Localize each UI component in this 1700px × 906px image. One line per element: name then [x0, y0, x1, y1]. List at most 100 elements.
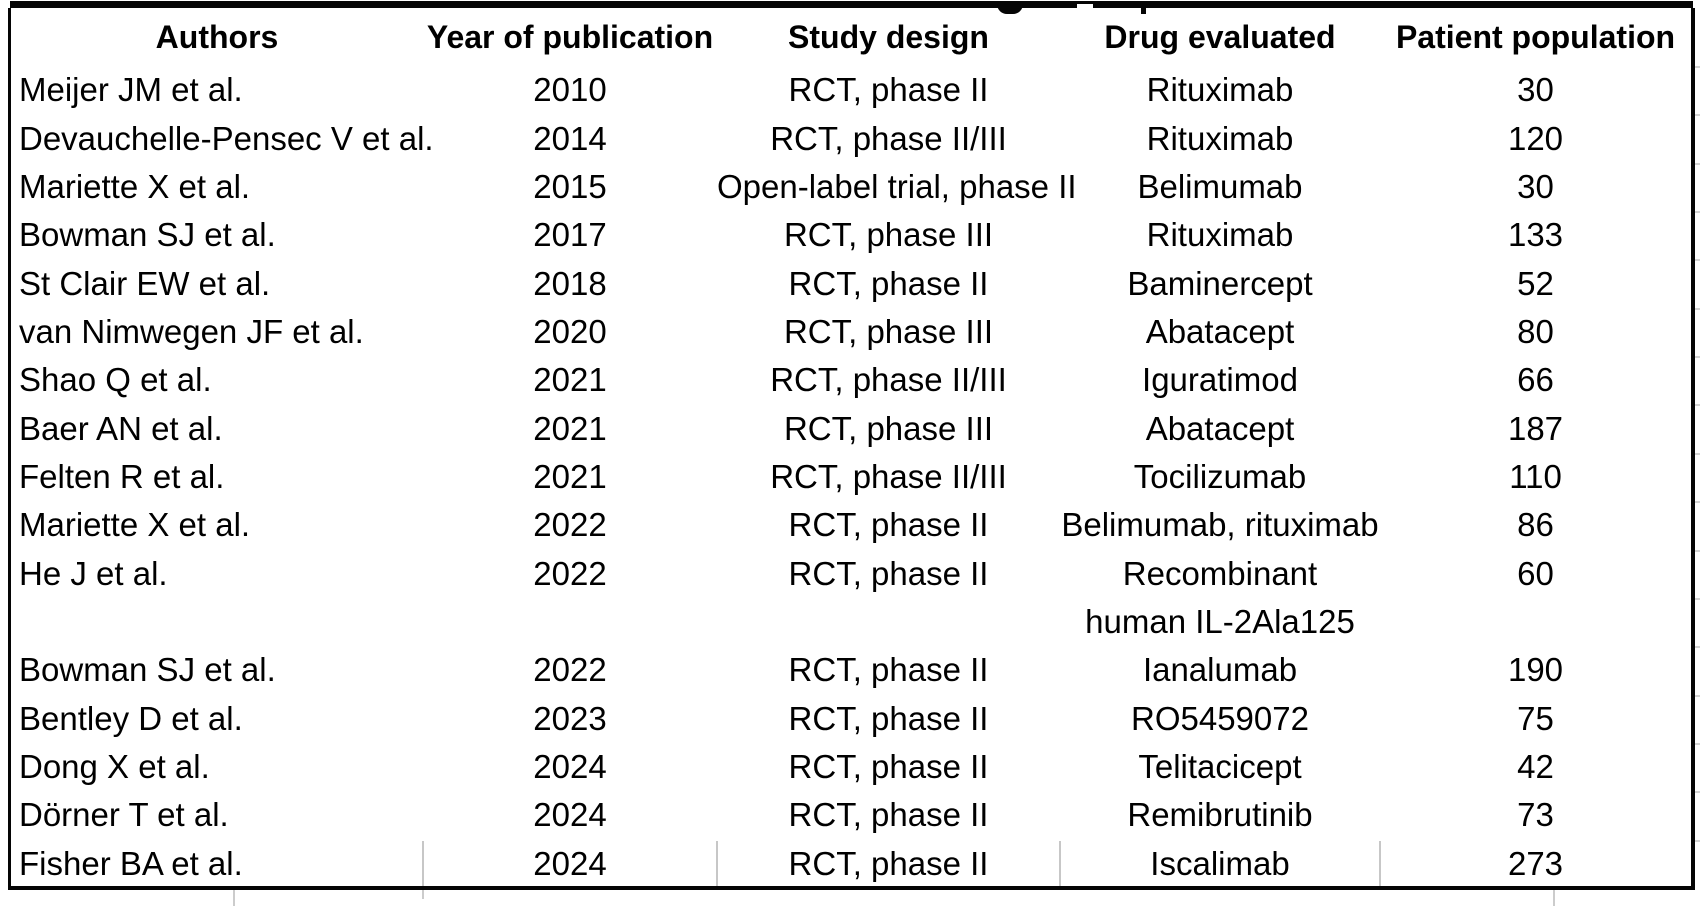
cell-drug: Belimumab, rituximab [1061, 506, 1379, 544]
cell-authors: Dong X et al. [19, 747, 210, 785]
right-edge-gridline-stub [1695, 162, 1700, 165]
cell-population: 30 [1517, 71, 1554, 109]
cell-year: 2014 [533, 119, 607, 157]
cell-year: 2018 [533, 264, 607, 302]
right-edge-gridline-stub [1695, 404, 1700, 407]
cell-authors: Mariette X et al. [19, 506, 251, 544]
cell-population: 120 [1507, 119, 1564, 157]
cell-year: 2022 [533, 554, 607, 592]
cell-population: 66 [1517, 361, 1554, 399]
cell-drug: Remibrutinib [1127, 796, 1313, 834]
cell-population: 80 [1517, 312, 1554, 350]
right-edge-gridline-stub [1695, 307, 1700, 310]
cell-authors: Meijer JM et al. [19, 71, 243, 109]
right-edge-gridline-stub [1695, 646, 1700, 649]
cell-authors: He J et al. [19, 554, 168, 592]
right-edge-gridline-stub [1695, 356, 1700, 359]
right-edge-gridline-stub [1695, 114, 1700, 117]
column-header-drug: Drug evaluated [1104, 18, 1336, 55]
cell-population: 75 [1517, 699, 1554, 737]
cell-drug: Rituximab [1146, 71, 1294, 109]
cell-year: 2010 [533, 71, 607, 109]
table-row: Felten R et al. 2021 RCT, phase II/III Toci… [11, 453, 1691, 501]
cell-design: RCT, phase II/III [770, 457, 1007, 495]
cell-authors: Bowman SJ et al. [19, 216, 276, 254]
cell-drug: Iguratimod [1142, 361, 1298, 399]
cell-year: 2021 [533, 361, 607, 399]
cell-design: RCT, phase III [783, 312, 994, 350]
table-header-row: Authors Year of publication Study design Dr… [11, 8, 1691, 66]
table-row: Bowman SJ et al. 2022 RCT, phase II Ianalum… [11, 646, 1691, 694]
cell-year: 2024 [533, 796, 607, 834]
cell-year: 2017 [533, 216, 607, 254]
table-row: Fisher BA et al. 2024 RCT, phase II Iscalim… [11, 840, 1691, 888]
cell-design: RCT, phase II/III [770, 119, 1007, 157]
cell-design: Open-label trial, phase II [717, 167, 1077, 205]
table-border-bottom [8, 886, 1695, 890]
column-header-design: Study design [788, 18, 989, 55]
cell-population: 86 [1517, 506, 1554, 544]
cell-design: RCT, phase II [788, 747, 989, 785]
table-row: Devauchelle-Pensec V et al. 2014 RCT, phas… [11, 114, 1691, 162]
right-edge-gridline-stub [1695, 839, 1700, 842]
bottom-edge-gridline-stub-3 [1553, 890, 1555, 906]
right-edge-gridline-stub [1695, 694, 1700, 697]
table-row: Shao Q et al. 2021 RCT, phase II/III Igurat… [11, 356, 1691, 404]
table-row: Mariette X et al. 2015 Open-label trial, p… [11, 163, 1691, 211]
cell-design: RCT, phase II [788, 554, 989, 592]
right-edge-gridline-stub [1695, 501, 1700, 504]
bottom-edge-gridline-stub-1 [233, 890, 235, 906]
right-edge-gridline-stub [1695, 791, 1700, 794]
cropped-title-descender-p [1141, 4, 1146, 14]
cell-drug: Iscalimab [1150, 844, 1290, 882]
table-row: Baer AN et al. 2021 RCT, phase III Abatacep… [11, 404, 1691, 452]
table-row: He J et al. 2022 RCT, phase II Recombinant 6… [11, 549, 1691, 597]
cell-drug: Belimumab [1137, 167, 1303, 205]
cell-year: 2024 [533, 747, 607, 785]
cell-design: RCT, phase II [788, 71, 989, 109]
cell-year: 2023 [533, 699, 607, 737]
table-body: Meijer JM et al. 2010 RCT, phase II Rituxim… [11, 66, 1691, 888]
cell-design: RCT, phase II [788, 796, 989, 834]
table-row: Meijer JM et al. 2010 RCT, phase II Rituxim… [11, 66, 1691, 114]
cell-drug: Ianalumab [1142, 651, 1298, 689]
cell-year: 2020 [533, 312, 607, 350]
cell-population: 273 [1507, 844, 1564, 882]
cell-year: 2022 [533, 506, 607, 544]
table-row: Bowman SJ et al. 2017 RCT, phase III Rituxi… [11, 211, 1691, 259]
cropped-title-glyph-gap [1077, 4, 1093, 8]
cell-drug: RO5459072 [1131, 699, 1309, 737]
right-edge-gridline-stub [1695, 549, 1700, 552]
cell-authors: Dörner T et al. [19, 796, 229, 834]
table-row: St Clair EW et al. 2018 RCT, phase II Bamin… [11, 259, 1691, 307]
cell-design: RCT, phase II/III [770, 361, 1007, 399]
table-row: Dörner T et al. 2024 RCT, phase II Remibrut… [11, 791, 1691, 839]
column-header-authors: Authors [155, 18, 279, 55]
cell-drug: Abatacept [1145, 312, 1295, 350]
cell-drug: Recombinant [1122, 554, 1318, 592]
cell-drug: Baminercept [1127, 264, 1313, 302]
cell-design: RCT, phase II [788, 651, 989, 689]
right-edge-gridline-stub [1695, 259, 1700, 262]
clinical-trials-table: Authors Year of publication Study design Dr… [11, 8, 1691, 888]
cropped-title-descender-g [997, 4, 1023, 14]
cell-year: 2021 [533, 409, 607, 447]
right-edge-gridline-stub [1695, 66, 1700, 68]
cell-design: RCT, phase II [788, 264, 989, 302]
cell-population: 187 [1507, 409, 1564, 447]
cell-year: 2021 [533, 457, 607, 495]
gridline-col-boundary-4 [1379, 841, 1381, 886]
cell-authors: Shao Q et al. [19, 361, 212, 399]
gridline-col-boundary-1 [422, 841, 424, 886]
table-row: Bentley D et al. 2023 RCT, phase II RO54590… [11, 694, 1691, 742]
cell-drug: Tocilizumab [1133, 457, 1307, 495]
cell-authors: St Clair EW et al. [19, 264, 271, 302]
column-header-population: Patient population [1395, 18, 1676, 55]
cell-drug: Rituximab [1146, 119, 1294, 157]
cell-population: 73 [1517, 796, 1554, 834]
cell-design: RCT, phase II [788, 699, 989, 737]
right-edge-gridline-stub [1695, 452, 1700, 455]
cell-drug: Rituximab [1146, 216, 1294, 254]
right-edge-gridline-stub [1695, 211, 1700, 214]
table-border-right [1691, 8, 1695, 890]
